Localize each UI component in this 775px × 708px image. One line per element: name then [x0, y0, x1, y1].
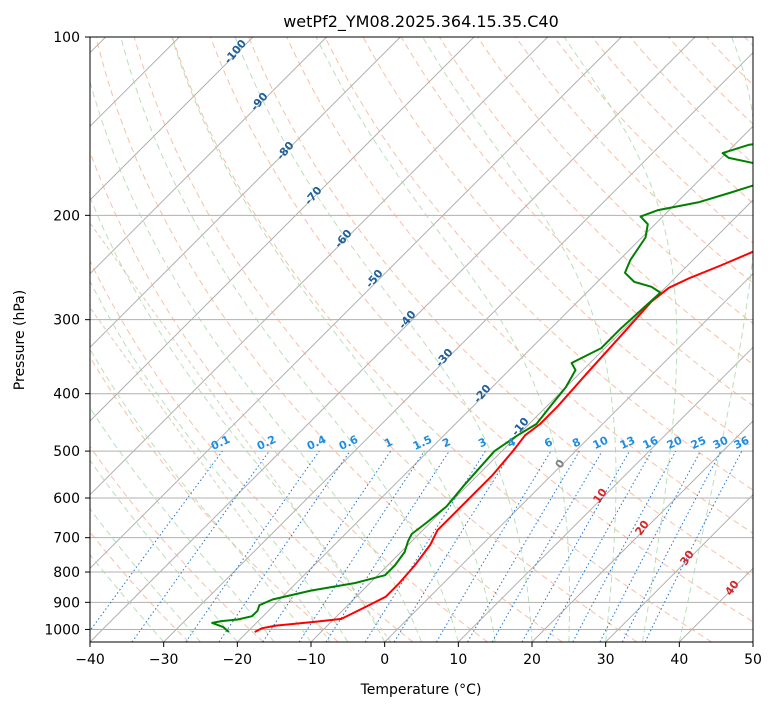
mixing-ratio-label: 25 [689, 434, 708, 452]
moist-adiabat [315, 37, 570, 642]
x-tick-label: −20 [223, 652, 253, 668]
moist-adiabat [234, 37, 533, 642]
isotherm-gridline [90, 37, 328, 275]
dry-adiabat [90, 356, 339, 642]
x-axis-label: Temperature (°C) [360, 682, 482, 698]
dry-adiabat [133, 37, 638, 642]
y-tick-label: 700 [53, 531, 80, 547]
dry-adiabat [90, 445, 264, 642]
isotherm-gridline [163, 51, 753, 642]
isotherm-gridline [605, 493, 753, 642]
moist-adiabat [90, 508, 201, 642]
mixing-ratio-label: 13 [618, 434, 637, 452]
y-axis: 100 200 300 400 500 600 700 800 900 1000 [44, 30, 90, 638]
y-tick-label: 900 [53, 595, 80, 611]
moist-adiabat [171, 37, 496, 642]
y-tick-label: 100 [53, 30, 80, 46]
moist-adiabat [90, 280, 349, 642]
mixing-ratio-line [298, 450, 425, 642]
moist-adiabat [90, 196, 386, 642]
isotherm-gridline [384, 272, 753, 642]
isotherm-gridline [90, 37, 549, 496]
reference-curve [90, 221, 392, 642]
dry-adiabat [210, 37, 753, 623]
isotherm-gridline [90, 37, 622, 570]
reference-curve [90, 306, 331, 642]
moist-adiabat [90, 406, 275, 642]
mixing-ratio-label: 30 [711, 434, 731, 452]
dry-adiabat [515, 37, 753, 284]
y-tick-label: 200 [53, 208, 80, 224]
dry-adiabat [171, 37, 712, 642]
background-lines [90, 37, 753, 642]
isotherm-gridline [90, 37, 254, 201]
chart-title: wetPf2_YM08.2025.364.15.35.C40 [283, 12, 559, 32]
y-tick-label: 1000 [44, 622, 80, 638]
y-tick-label: 400 [53, 387, 80, 403]
isotherm-gridline [531, 420, 753, 642]
mixing-ratio-line [572, 450, 677, 642]
isotherm-gridline [90, 37, 475, 422]
mixing-ratio-line [185, 450, 320, 642]
plot-frame [89, 36, 754, 643]
plot-area [90, 37, 753, 642]
isotherm-gridline [90, 37, 401, 349]
x-tick-label: 30 [597, 652, 615, 668]
dewpoint-profile-line [211, 143, 753, 633]
moist-adiabat [90, 348, 312, 642]
dry-adiabat [286, 37, 753, 534]
x-axis: −40 −30 −20 −10 0 10 20 30 40 50 [75, 642, 762, 668]
mixing-ratio-line [545, 450, 653, 642]
isotherm-gridline [236, 125, 753, 642]
y-tick-label: 300 [53, 313, 80, 329]
mixing-ratio-label: 10 [591, 434, 611, 452]
isotherm-gridline [90, 37, 696, 642]
dry-adiabat [90, 259, 414, 642]
x-tick-label: −40 [75, 652, 105, 668]
isotherm-gridline [457, 346, 753, 642]
x-tick-label: 40 [670, 652, 688, 668]
mixing-ratio-label: 16 [641, 434, 661, 452]
y-tick-label: 600 [53, 491, 80, 507]
moist-adiabat [678, 37, 753, 642]
x-tick-label: −30 [149, 652, 179, 668]
mixing-ratio-label: 36 [732, 434, 752, 452]
x-tick-label: 20 [523, 652, 541, 668]
profiles [211, 143, 753, 633]
mixing-ratio-label: 20 [665, 434, 685, 452]
mixing-ratio-line [262, 450, 392, 642]
dry-adiabat [95, 37, 563, 642]
moist-adiabat [120, 37, 459, 642]
mixing-ratio-line [644, 450, 743, 642]
dry-adiabat [248, 37, 753, 578]
mixing-ratio-line [218, 450, 351, 642]
moist-adiabat [422, 37, 617, 642]
moist-adiabat [90, 553, 165, 642]
moist-adiabat [90, 459, 238, 642]
y-tick-label: 800 [53, 565, 80, 581]
mixing-ratio-line [393, 450, 513, 642]
x-tick-label: 10 [449, 652, 467, 668]
mixing-ratio-line [325, 450, 450, 642]
mixing-ratio-line [521, 450, 630, 642]
x-tick-label: −10 [296, 652, 326, 668]
moist-adiabat [563, 37, 678, 642]
dry-adiabat [324, 37, 753, 491]
x-tick-label: 50 [744, 652, 762, 668]
x-tick-label: 0 [380, 652, 389, 668]
mixing-ratio-line [90, 450, 223, 632]
y-axis-label: Pressure (hPa) [12, 290, 28, 390]
mixing-ratio-line [131, 450, 270, 642]
y-tick-label: 500 [53, 444, 80, 460]
temperature-profile-line [254, 250, 753, 633]
moist-adiabat [90, 79, 422, 642]
